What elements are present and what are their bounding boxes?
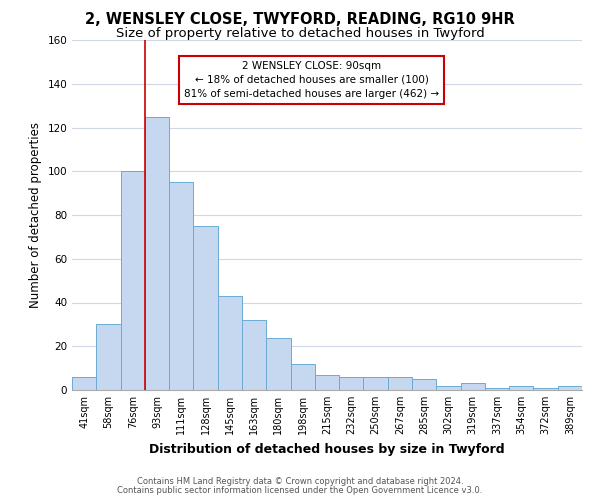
Text: 2, WENSLEY CLOSE, TWYFORD, READING, RG10 9HR: 2, WENSLEY CLOSE, TWYFORD, READING, RG10… [85,12,515,28]
Bar [218,296,242,390]
Y-axis label: Number of detached properties: Number of detached properties [29,122,42,308]
Bar [193,226,218,390]
Bar [242,320,266,390]
Bar [558,386,582,390]
Bar [485,388,509,390]
Bar [266,338,290,390]
Bar [121,171,145,390]
Bar [72,377,96,390]
Text: Contains public sector information licensed under the Open Government Licence v3: Contains public sector information licen… [118,486,482,495]
Bar [169,182,193,390]
Bar [145,116,169,390]
X-axis label: Distribution of detached houses by size in Twyford: Distribution of detached houses by size … [149,442,505,456]
Bar [533,388,558,390]
Bar [436,386,461,390]
Text: 2 WENSLEY CLOSE: 90sqm
← 18% of detached houses are smaller (100)
81% of semi-de: 2 WENSLEY CLOSE: 90sqm ← 18% of detached… [184,61,439,99]
Bar [96,324,121,390]
Bar [461,384,485,390]
Bar [339,377,364,390]
Text: Contains HM Land Registry data © Crown copyright and database right 2024.: Contains HM Land Registry data © Crown c… [137,477,463,486]
Bar [509,386,533,390]
Bar [364,377,388,390]
Bar [388,377,412,390]
Bar [290,364,315,390]
Text: Size of property relative to detached houses in Twyford: Size of property relative to detached ho… [116,28,484,40]
Bar [412,379,436,390]
Bar [315,374,339,390]
